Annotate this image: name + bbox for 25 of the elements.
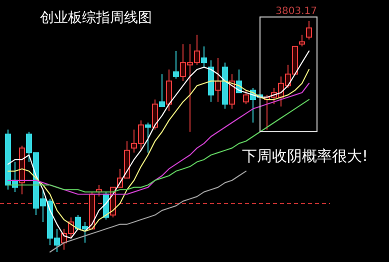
- candlestick: [306, 20, 312, 40]
- title: 创业板综指周线图: [40, 10, 152, 26]
- candlestick: [159, 74, 165, 107]
- candlestick: [152, 99, 158, 130]
- annotation: 3803.17: [276, 6, 317, 17]
- candlestick: [40, 189, 46, 222]
- annotation: 下周收阴概率很大!: [242, 147, 368, 165]
- candlestick: [82, 221, 88, 244]
- candlestick: [26, 131, 32, 162]
- candlestick: [299, 34, 305, 47]
- candlestick: [180, 44, 186, 82]
- candlestick: [54, 228, 60, 252]
- candlestick: [243, 90, 249, 105]
- candlestick: [131, 129, 137, 154]
- candlestick: [166, 69, 172, 112]
- candlestick: [145, 122, 151, 154]
- candlestick: [68, 216, 74, 239]
- candlestick: [187, 44, 193, 132]
- candlestick: [173, 50, 179, 80]
- candlestick: [215, 57, 221, 102]
- candlestick: [285, 64, 291, 88]
- candlestick: [194, 34, 200, 66]
- candlestick: [229, 74, 235, 110]
- candlestick: [201, 46, 207, 68]
- candlestick: [138, 120, 144, 151]
